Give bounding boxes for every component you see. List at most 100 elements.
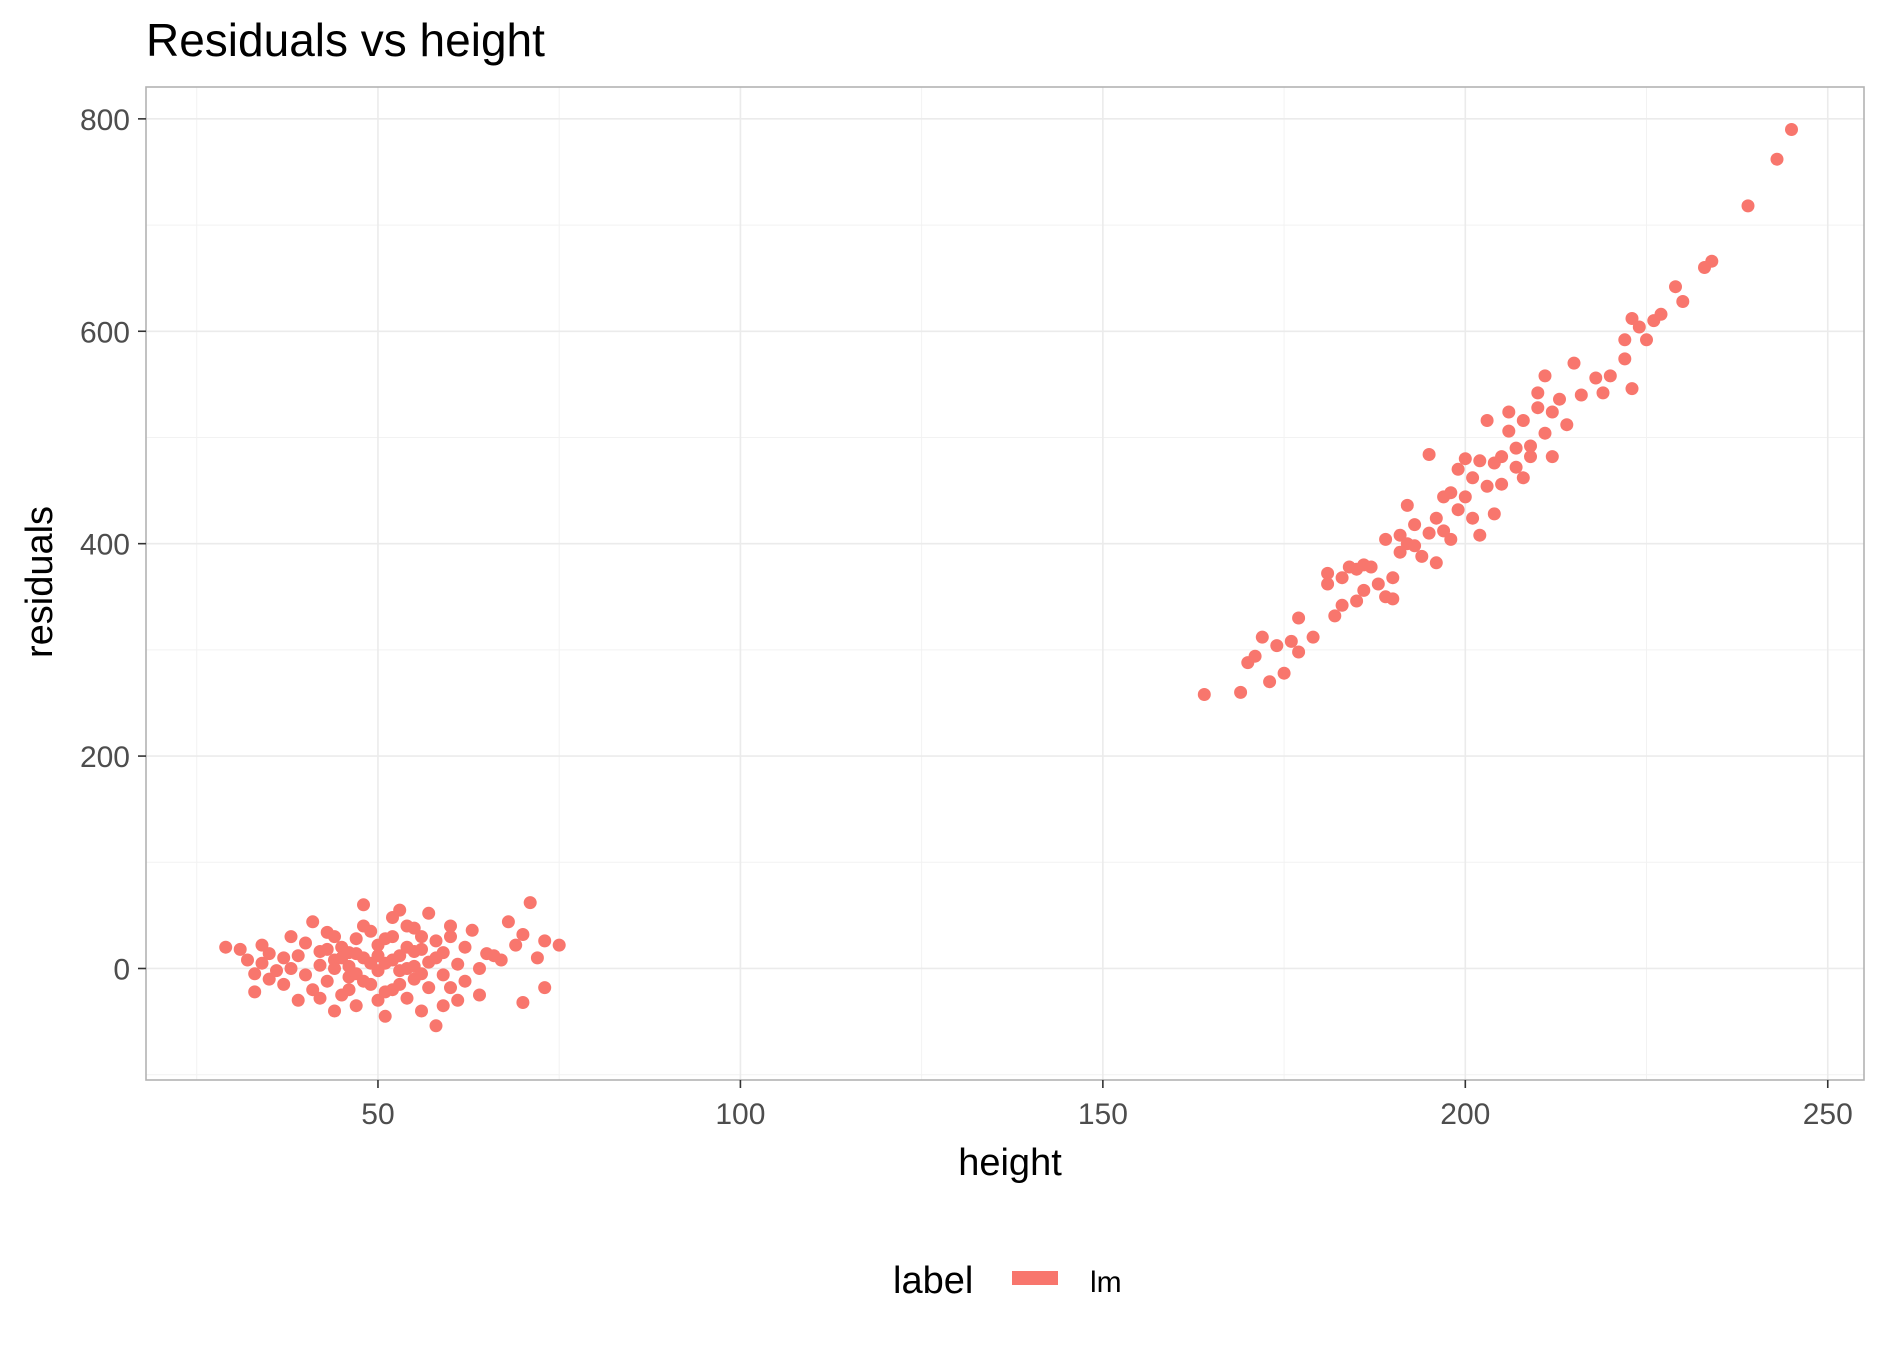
data-point (270, 964, 283, 978)
data-point (422, 981, 436, 995)
data-point (494, 953, 508, 967)
data-point (1625, 312, 1639, 325)
data-point (451, 993, 465, 1007)
data-point (1306, 630, 1320, 644)
data-point (1458, 452, 1472, 466)
data-point (1429, 556, 1443, 570)
data-point (1458, 490, 1472, 504)
data-point (1676, 295, 1690, 308)
data-point (248, 967, 262, 981)
major-gridlines (146, 87, 1864, 1080)
data-point (1386, 592, 1400, 606)
data-point (458, 940, 472, 954)
data-point (328, 1004, 341, 1018)
data-point (1284, 634, 1298, 648)
data-point (299, 968, 312, 982)
data-point (1335, 571, 1349, 585)
data-point (1618, 333, 1632, 347)
data-point (1618, 352, 1632, 366)
data-point (306, 983, 320, 997)
data-point (255, 956, 269, 970)
data-point (328, 962, 341, 975)
data-point (1255, 630, 1269, 644)
legend-key-lm (1012, 1271, 1058, 1285)
data-point (1473, 454, 1487, 468)
data-point (284, 930, 298, 944)
x-axis-ticks: 50 100 150 200 250 (361, 1080, 1853, 1131)
data-point (262, 947, 276, 961)
data-point (1524, 439, 1537, 453)
data-point (429, 1019, 443, 1033)
data-point (501, 915, 515, 929)
data-point (277, 951, 291, 965)
data-point (328, 930, 341, 944)
data-point (393, 964, 407, 978)
x-tick-label: 100 (715, 1098, 765, 1131)
data-point (291, 993, 305, 1007)
data-point (1197, 688, 1211, 701)
data-point (262, 972, 276, 986)
data-point (1487, 507, 1501, 521)
x-tick-label: 50 (361, 1098, 394, 1131)
data-point (444, 930, 457, 944)
data-point (1509, 441, 1523, 455)
data-point (509, 938, 523, 952)
data-point (523, 896, 537, 910)
data-point (1321, 566, 1335, 580)
data-point (429, 951, 443, 965)
y-tick-label: 0 (113, 953, 130, 986)
data-point (1502, 424, 1516, 438)
data-point (1538, 426, 1552, 440)
data-point (349, 932, 363, 946)
data-point (1545, 405, 1559, 419)
data-point (436, 999, 450, 1013)
data-point (1429, 511, 1443, 525)
data-point (357, 898, 370, 912)
data-point (1495, 477, 1509, 491)
x-tick-label: 200 (1440, 1098, 1490, 1131)
data-point (1350, 594, 1364, 608)
data-point (400, 991, 414, 1005)
data-point (1248, 649, 1262, 663)
data-point (516, 928, 530, 941)
data-point (1545, 450, 1559, 464)
data-point (1422, 526, 1436, 540)
data-point (1444, 486, 1458, 500)
data-point (1466, 471, 1480, 485)
data-point (1770, 152, 1784, 166)
data-point (284, 962, 298, 975)
data-point (1509, 460, 1523, 474)
data-point (378, 1009, 392, 1023)
data-point (1574, 388, 1588, 402)
data-point (241, 953, 254, 967)
y-tick-label: 400 (80, 529, 130, 562)
x-tick-label: 250 (1803, 1098, 1853, 1131)
minor-gridlines (146, 87, 1864, 1080)
data-point (248, 985, 262, 999)
data-point (1531, 386, 1545, 400)
y-axis-title: residuals (19, 506, 61, 658)
data-point (1357, 583, 1371, 597)
data-point (1596, 386, 1610, 400)
data-point (458, 974, 472, 988)
data-point (1270, 639, 1284, 653)
data-point (1524, 450, 1537, 464)
data-point (349, 999, 363, 1013)
data-point (277, 977, 291, 991)
y-tick-label: 200 (80, 741, 130, 774)
data-point (1393, 528, 1407, 542)
y-tick-label: 600 (80, 316, 130, 349)
data-point (1516, 471, 1530, 485)
data-point (1408, 539, 1422, 553)
data-point (386, 953, 399, 967)
data-point (1451, 503, 1465, 517)
chart-title: Residuals vs height (146, 14, 545, 66)
data-point (1400, 498, 1414, 512)
data-point (313, 958, 327, 972)
data-point (320, 942, 334, 956)
data-point (1364, 560, 1378, 574)
data-point (1422, 448, 1436, 461)
data-point (313, 991, 327, 1005)
